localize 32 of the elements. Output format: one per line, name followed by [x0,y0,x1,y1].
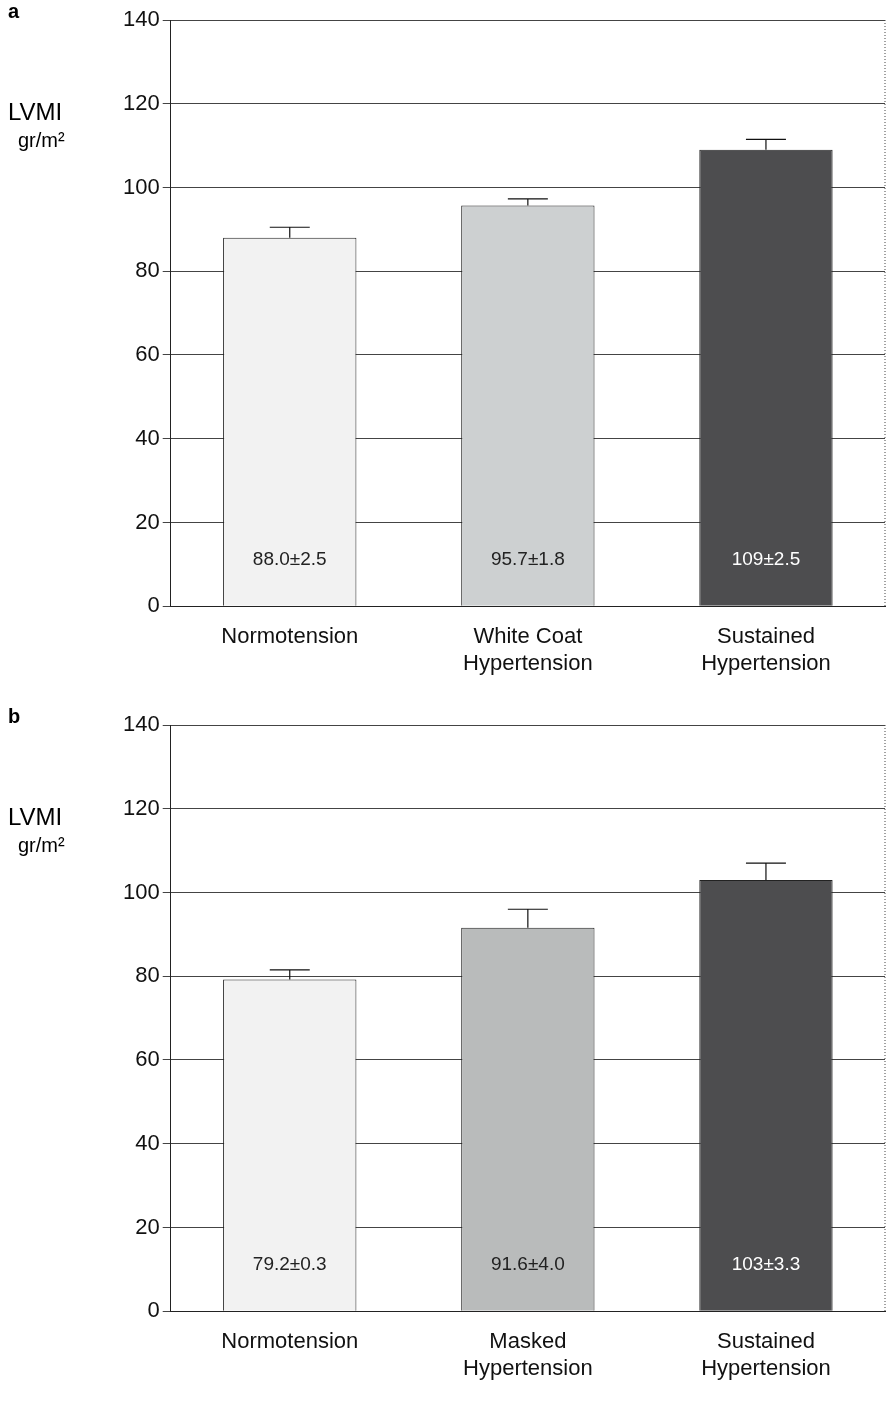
x-tick-label: Normotension [221,1328,359,1354]
data-label: 103±3.3 [731,1253,801,1275]
data-label: 91.6±4.0 [490,1253,565,1275]
y-axis-title: LVMI gr/m² [8,98,65,153]
x-tick-label: Sustained Hypertension [701,623,831,675]
chart-title: b [8,705,21,728]
y-tick-label: 100 [122,173,160,199]
y-tick-label: 80 [135,257,160,283]
y-tick-label: 40 [135,1129,160,1155]
data-label: 109±2.5 [731,548,801,570]
y-tick-label: 20 [135,1213,160,1239]
y-tick-label: 140 [122,6,160,32]
x-tick-label: White Coat Hypertension [463,623,593,675]
data-label: 79.2±0.3 [252,1253,327,1275]
data-label: 95.7±1.8 [490,548,565,570]
y-tick-label: 80 [135,962,160,988]
y-tick-label: 60 [135,1046,160,1072]
y-tick-label: 120 [122,794,160,820]
y-axis-title: LVMI gr/m² [8,803,65,858]
y-tick-label: 100 [122,878,160,904]
x-tick-label: Masked Hypertension [463,1328,593,1380]
chart-title: a [8,0,20,23]
data-label: 88.0±2.5 [252,548,327,570]
y-tick-label: 0 [147,1297,160,1323]
y-tick-label: 120 [122,89,160,115]
x-tick-label: Normotension [221,623,359,649]
y-tick-label: 40 [135,424,160,450]
y-tick-label: 20 [135,508,160,534]
y-tick-label: 60 [135,341,160,367]
y-tick-label: 140 [122,711,160,737]
x-tick-label: Sustained Hypertension [701,1328,831,1380]
y-tick-label: 0 [147,592,160,618]
